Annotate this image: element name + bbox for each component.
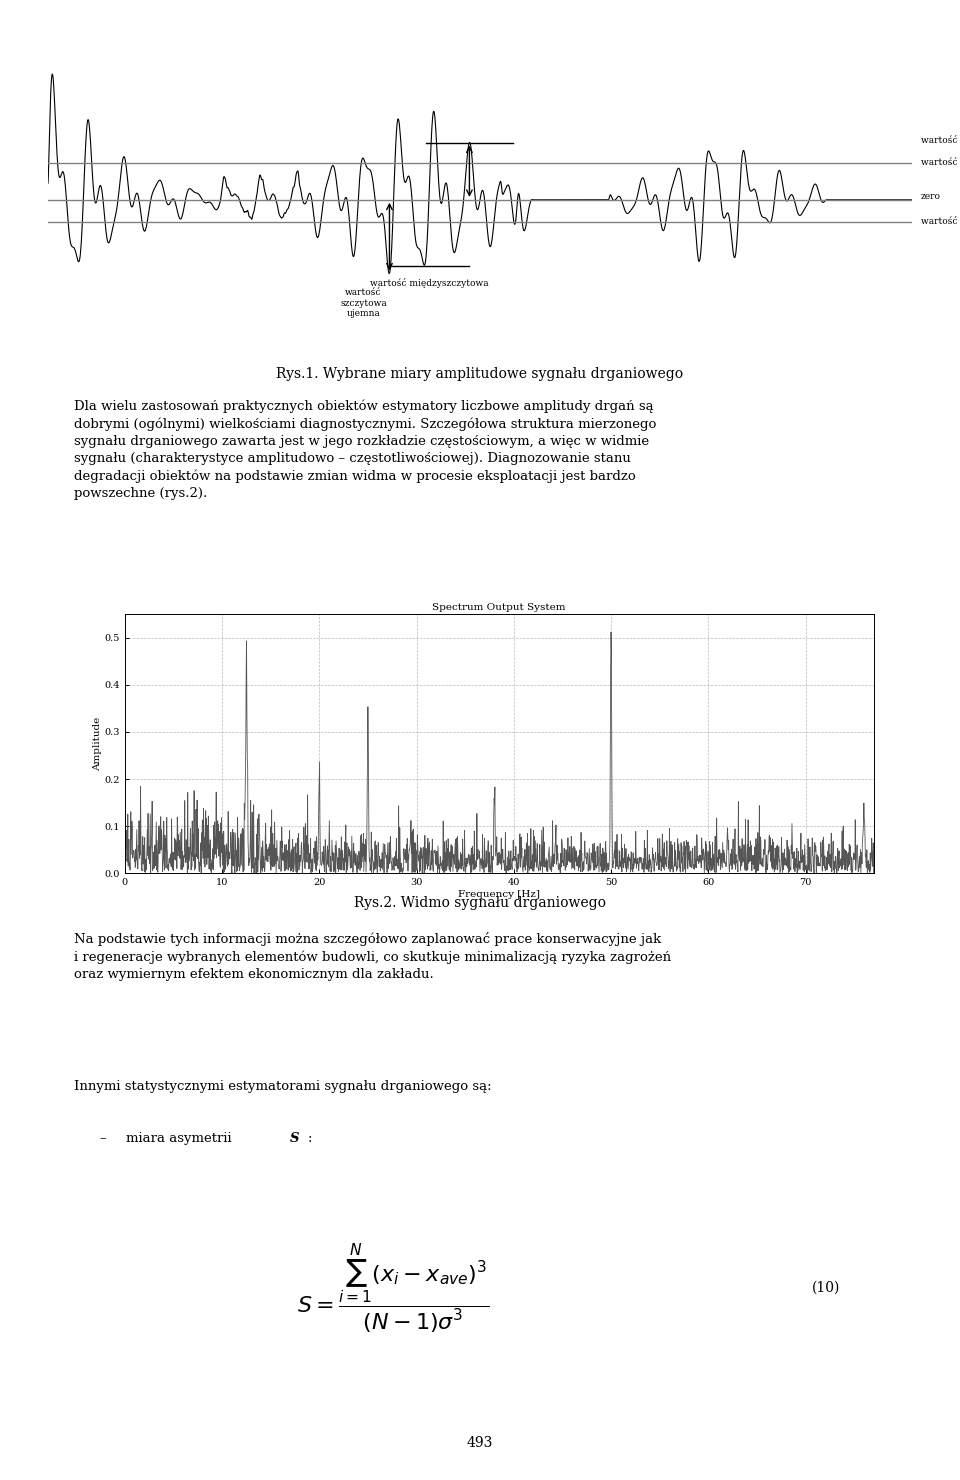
Text: Rys.1. Wybrane miary amplitudowe sygnału drganiowego: Rys.1. Wybrane miary amplitudowe sygnału…: [276, 367, 684, 380]
Title: Spectrum Output System: Spectrum Output System: [432, 602, 566, 613]
Text: Dla wielu zastosowań praktycznych obiektów estymatory liczbowe amplitudy drgań s: Dla wielu zastosowań praktycznych obiekt…: [74, 400, 657, 500]
Text: 493: 493: [467, 1436, 493, 1450]
Text: (10): (10): [811, 1280, 840, 1295]
Text: miara asymetrii: miara asymetrii: [126, 1132, 235, 1146]
Text: $S = \dfrac{\sum_{i=1}^{N}(x_i - x_{ave})^3}{(N-1)\sigma^3}$: $S = \dfrac{\sum_{i=1}^{N}(x_i - x_{ave}…: [298, 1240, 490, 1335]
Text: Na podstawie tych informacji można szczegółowo zaplanować prace konserwacyjne ja: Na podstawie tych informacji można szcze…: [74, 932, 671, 981]
Y-axis label: Amplitude: Amplitude: [93, 716, 102, 771]
Text: wartość międzyszczytowa: wartość międzyszczytowa: [371, 278, 489, 287]
X-axis label: Frequency [Hz]: Frequency [Hz]: [458, 889, 540, 898]
Text: wartość szczytowa dodatnia: wartość szczytowa dodatnia: [921, 135, 960, 145]
Text: wartość średnia: wartość średnia: [921, 218, 960, 226]
Text: zero: zero: [921, 192, 941, 201]
Text: Innymi statystycznymi estymatorami sygnału drganiowego są:: Innymi statystycznymi estymatorami sygna…: [74, 1080, 492, 1094]
Text: Rys.2. Widmo sygnału drganiowego: Rys.2. Widmo sygnału drganiowego: [354, 895, 606, 910]
Text: wartość skuteczna RMS: wartość skuteczna RMS: [921, 158, 960, 167]
Text: S: S: [290, 1132, 300, 1146]
Text: wartość
szczytowa
ujemna: wartość szczytowa ujemna: [340, 289, 387, 318]
Text: :: :: [307, 1132, 312, 1146]
Text: –: –: [100, 1132, 124, 1146]
